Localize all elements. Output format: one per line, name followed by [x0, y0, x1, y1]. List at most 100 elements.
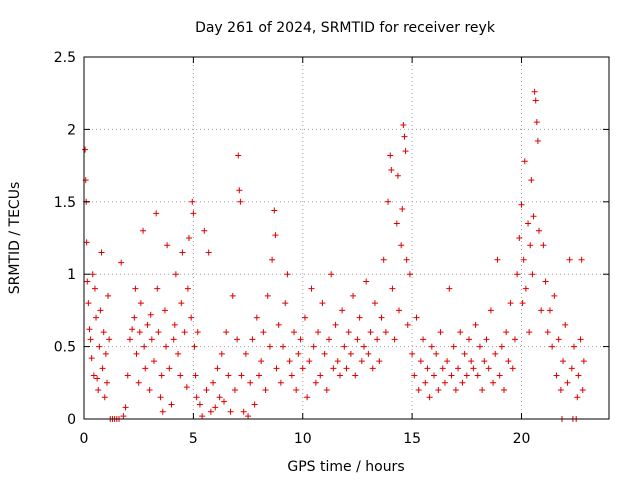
data-point	[140, 227, 147, 234]
data-point	[186, 235, 192, 241]
data-point	[155, 329, 162, 336]
data-point	[280, 343, 287, 350]
data-point	[402, 148, 409, 155]
data-point	[385, 198, 392, 205]
data-point	[277, 379, 284, 386]
y-tick-label: 2	[67, 122, 76, 138]
data-point	[157, 394, 164, 401]
x-tick-label: 20	[513, 431, 531, 447]
data-point	[308, 285, 315, 292]
data-point	[297, 336, 304, 343]
data-point	[135, 379, 142, 386]
data-point	[207, 408, 214, 415]
data-point	[168, 401, 175, 408]
data-point	[413, 314, 420, 321]
data-point	[164, 242, 171, 249]
data-point	[179, 249, 186, 256]
data-point	[437, 329, 444, 336]
data-point	[136, 329, 143, 336]
data-point	[452, 387, 459, 394]
data-point	[555, 336, 562, 343]
data-point	[238, 372, 245, 379]
data-point	[227, 408, 234, 415]
data-point	[347, 350, 354, 357]
data-point	[542, 278, 549, 285]
data-point	[441, 379, 448, 386]
data-point	[256, 372, 262, 379]
data-point	[205, 249, 212, 256]
data-point	[210, 379, 217, 386]
data-point	[153, 210, 160, 217]
data-point	[147, 311, 154, 318]
data-point	[399, 206, 406, 213]
data-point	[234, 336, 241, 343]
data-point	[520, 256, 527, 263]
data-point	[334, 358, 341, 365]
data-point	[531, 88, 538, 95]
data-point	[221, 398, 227, 405]
data-point	[82, 146, 89, 153]
data-point	[485, 365, 492, 372]
data-point	[519, 300, 526, 307]
data-point	[369, 365, 376, 372]
data-point	[540, 242, 547, 249]
data-point	[522, 285, 529, 292]
data-point	[258, 358, 265, 365]
data-point	[190, 210, 197, 217]
data-point	[528, 177, 535, 184]
data-point	[332, 321, 339, 328]
data-point	[282, 300, 289, 307]
data-point	[526, 329, 533, 336]
data-point	[544, 329, 551, 336]
data-point	[422, 379, 429, 386]
data-point	[575, 372, 582, 379]
data-point	[288, 372, 295, 379]
data-point	[317, 372, 324, 379]
data-point	[511, 336, 518, 343]
data-point	[103, 379, 110, 386]
data-point	[304, 394, 311, 401]
data-point	[193, 394, 200, 401]
data-point	[446, 285, 453, 292]
data-point	[171, 321, 178, 328]
y-tick-label: 2.5	[54, 50, 76, 66]
data-point	[196, 401, 203, 408]
data-point	[310, 343, 317, 350]
data-point	[428, 343, 435, 350]
data-point	[435, 387, 442, 394]
data-point	[406, 271, 413, 278]
data-point	[365, 350, 372, 357]
data-point	[534, 137, 541, 144]
data-point	[260, 329, 267, 336]
data-point	[102, 350, 109, 357]
x-tick-label: 5	[189, 431, 198, 447]
data-point	[192, 372, 199, 379]
data-point	[398, 242, 405, 249]
data-point	[400, 122, 407, 129]
data-point	[83, 239, 90, 246]
data-point	[203, 387, 210, 394]
data-point	[191, 343, 198, 350]
data-point	[404, 321, 411, 328]
data-point	[96, 343, 103, 350]
data-point	[444, 358, 451, 365]
data-point	[532, 97, 539, 104]
data-point	[461, 350, 468, 357]
x-tick-label: 15	[403, 431, 421, 447]
data-point	[459, 379, 466, 386]
data-point	[84, 278, 91, 285]
data-point	[546, 307, 553, 314]
data-point	[229, 292, 236, 299]
data-point	[551, 292, 558, 299]
data-point	[231, 387, 238, 394]
data-point	[376, 358, 383, 365]
data-point	[100, 329, 107, 336]
data-point	[574, 394, 581, 401]
data-point	[251, 401, 258, 408]
data-point	[571, 343, 577, 350]
data-point	[237, 198, 244, 205]
data-point	[133, 350, 140, 357]
y-tick-label: 1.5	[54, 195, 76, 211]
data-point	[529, 271, 536, 278]
data-point	[352, 372, 359, 379]
